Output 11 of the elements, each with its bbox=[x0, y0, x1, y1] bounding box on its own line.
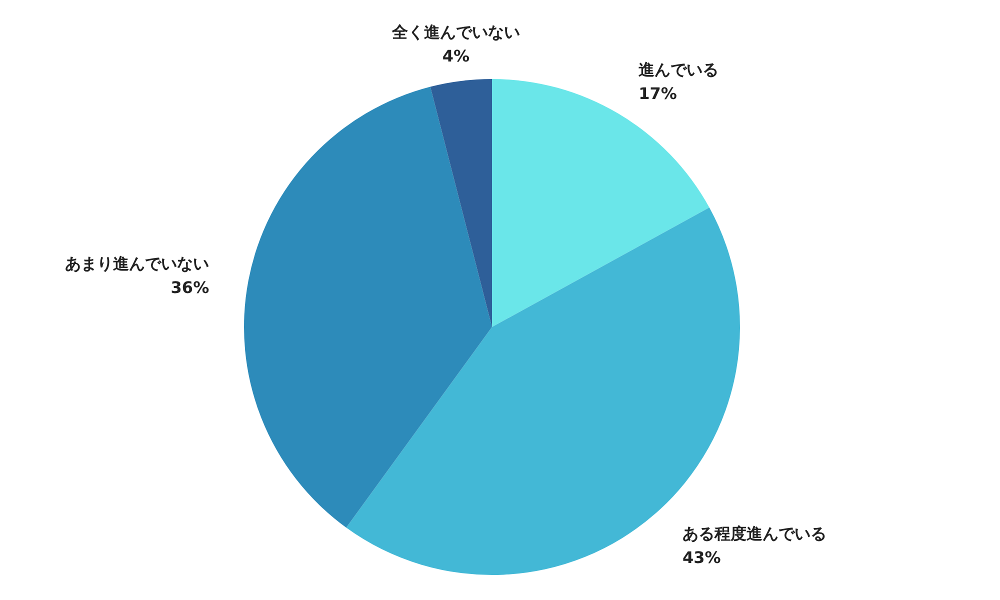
data-label: 17% bbox=[638, 84, 677, 104]
pie-slice bbox=[430, 79, 492, 327]
data-label: 4% bbox=[442, 46, 470, 66]
slice-label: 進んでいる bbox=[638, 60, 719, 80]
pie-slice bbox=[244, 86, 492, 528]
data-label: 36% bbox=[170, 278, 210, 298]
slice-label: ある程度進んでいる bbox=[682, 524, 826, 544]
slice-label: 全く進んでいない bbox=[390, 22, 520, 42]
data-label: 43% bbox=[682, 548, 721, 568]
pie-slice bbox=[492, 79, 710, 327]
slice-label: あまり進んでいない bbox=[65, 254, 210, 274]
